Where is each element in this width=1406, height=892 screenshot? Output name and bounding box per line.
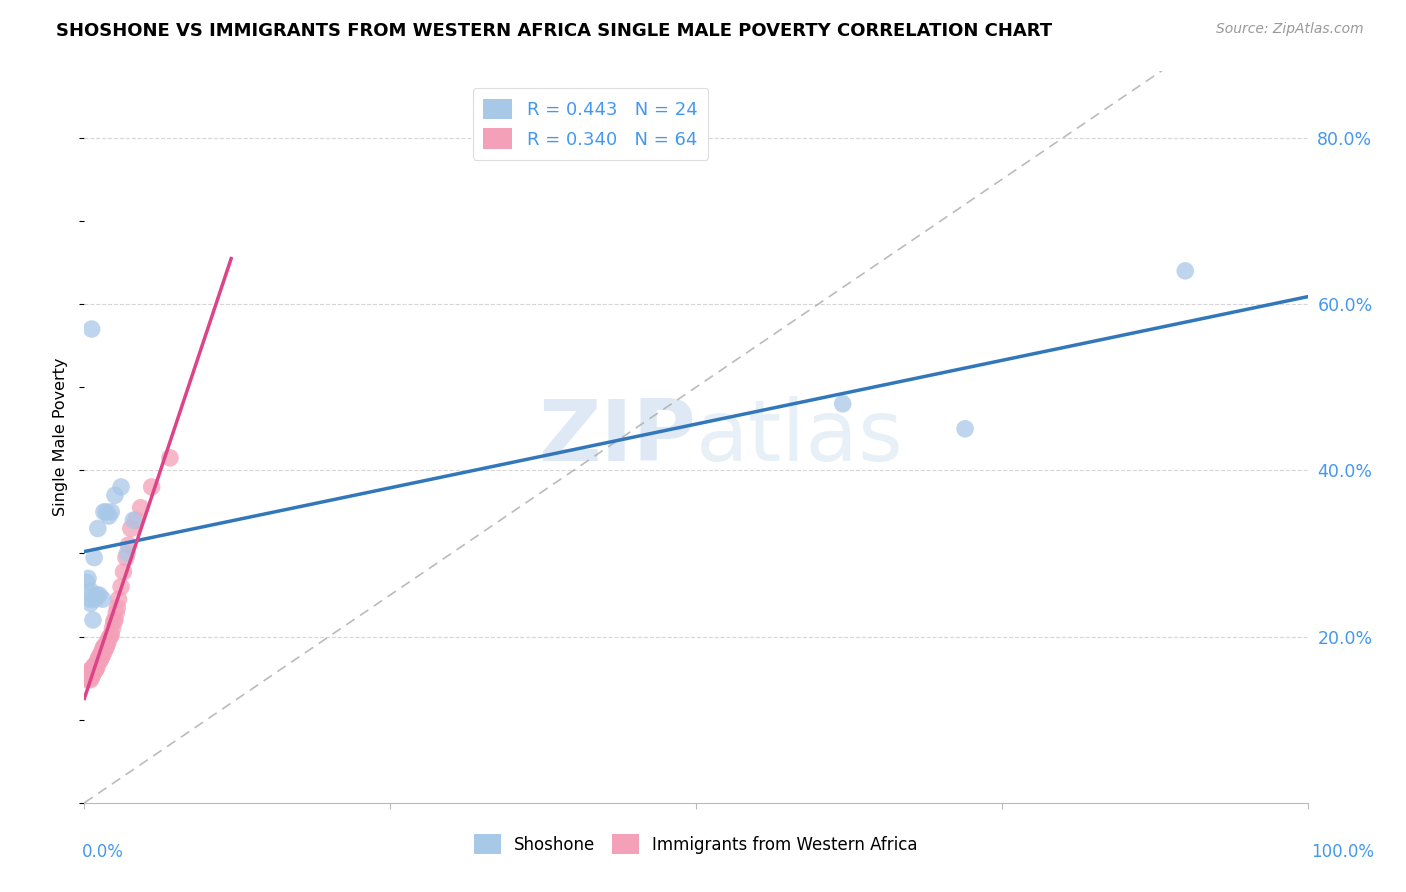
Point	[96, 505, 118, 519]
Point	[94, 642, 117, 657]
Point	[97, 632, 120, 646]
Point	[110, 480, 132, 494]
Point	[87, 656, 110, 670]
Point	[100, 505, 122, 519]
Point	[89, 648, 111, 662]
Point	[100, 628, 122, 642]
Point	[79, 583, 101, 598]
Point	[1174, 264, 1197, 278]
Point	[107, 592, 129, 607]
Point	[83, 658, 105, 673]
Point	[77, 667, 100, 681]
Point	[77, 592, 100, 607]
Point	[77, 669, 100, 683]
Point	[90, 650, 112, 665]
Point	[79, 665, 101, 679]
Point	[86, 658, 108, 673]
Point	[77, 671, 100, 685]
Point	[89, 653, 111, 667]
Text: SHOSHONE VS IMMIGRANTS FROM WESTERN AFRICA SINGLE MALE POVERTY CORRELATION CHART: SHOSHONE VS IMMIGRANTS FROM WESTERN AFRI…	[56, 22, 1052, 40]
Point	[159, 450, 181, 465]
Legend: Shoshone, Immigrants from Western Africa: Shoshone, Immigrants from Western Africa	[468, 828, 924, 860]
Text: atlas: atlas	[696, 395, 904, 479]
Point	[80, 667, 103, 681]
Point	[80, 669, 103, 683]
Point	[79, 671, 101, 685]
Point	[79, 663, 101, 677]
Point	[76, 669, 98, 683]
Text: 100.0%: 100.0%	[1312, 843, 1374, 861]
Point	[93, 505, 115, 519]
Point	[125, 513, 148, 527]
Point	[86, 588, 108, 602]
Point	[82, 613, 104, 627]
Point	[82, 665, 104, 679]
Point	[80, 322, 103, 336]
Point	[87, 588, 110, 602]
Point	[79, 667, 101, 681]
Point	[87, 655, 110, 669]
Point	[91, 592, 114, 607]
Point	[84, 592, 107, 607]
Point	[115, 550, 138, 565]
Point	[80, 665, 103, 679]
Point	[97, 509, 120, 524]
Point	[103, 615, 125, 629]
Point	[953, 422, 976, 436]
Point	[110, 580, 132, 594]
Point	[86, 661, 108, 675]
Point	[87, 653, 110, 667]
Point	[77, 667, 100, 681]
Point	[82, 667, 104, 681]
Point	[93, 644, 115, 658]
Point	[87, 650, 110, 665]
Point	[91, 642, 114, 657]
Text: Source: ZipAtlas.com: Source: ZipAtlas.com	[1216, 22, 1364, 37]
Point	[97, 636, 120, 650]
Point	[77, 669, 100, 683]
Point	[122, 513, 145, 527]
Point	[93, 640, 115, 654]
Point	[79, 673, 101, 687]
Point	[82, 661, 104, 675]
Point	[76, 673, 98, 687]
Text: ZIP: ZIP	[538, 395, 696, 479]
Point	[77, 571, 100, 585]
Point	[120, 521, 142, 535]
Point	[90, 646, 112, 660]
Point	[91, 644, 114, 658]
Point	[75, 671, 97, 685]
Point	[79, 669, 101, 683]
Point	[141, 480, 163, 494]
Point	[101, 621, 124, 635]
Point	[87, 521, 110, 535]
Point	[84, 658, 107, 673]
Point	[129, 500, 152, 515]
Point	[105, 600, 128, 615]
Point	[104, 488, 127, 502]
Point	[115, 546, 138, 560]
Point	[83, 550, 105, 565]
Point	[117, 538, 139, 552]
Point	[76, 575, 98, 590]
Point	[91, 648, 114, 662]
Point	[86, 656, 108, 670]
Point	[79, 596, 101, 610]
Point	[104, 613, 127, 627]
Point	[96, 636, 118, 650]
Point	[77, 671, 100, 685]
Point	[83, 665, 105, 679]
Text: 0.0%: 0.0%	[82, 843, 124, 861]
Point	[96, 640, 118, 654]
Point	[105, 607, 128, 621]
Point	[83, 663, 105, 677]
Point	[112, 565, 135, 579]
Point	[84, 663, 107, 677]
Point	[831, 397, 853, 411]
Y-axis label: Single Male Poverty: Single Male Poverty	[53, 358, 69, 516]
Point	[98, 630, 121, 644]
